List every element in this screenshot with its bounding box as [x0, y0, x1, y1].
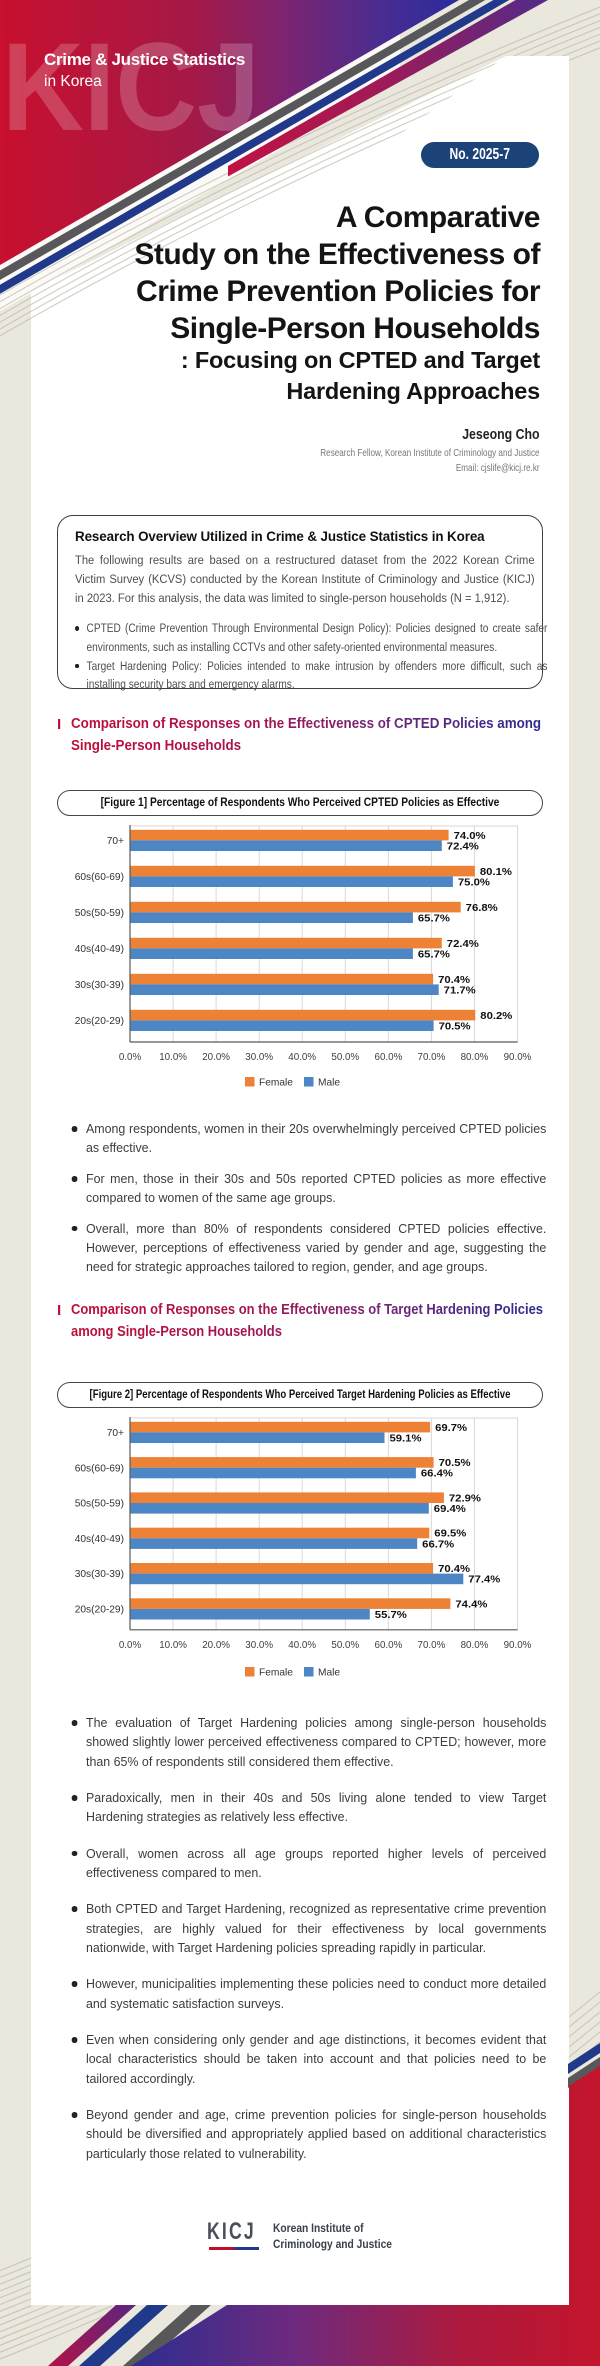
svg-text:74.0%: 74.0% — [454, 831, 486, 842]
svg-text:20.0%: 20.0% — [202, 1052, 230, 1063]
svg-text:80.0%: 80.0% — [461, 1640, 489, 1651]
svg-text:50.0%: 50.0% — [331, 1640, 359, 1651]
svg-text:72.4%: 72.4% — [447, 841, 479, 852]
svg-text:60.0%: 60.0% — [375, 1052, 403, 1063]
svg-text:90.0%: 90.0% — [504, 1640, 532, 1651]
svg-text:90.0%: 90.0% — [504, 1052, 532, 1063]
svg-text:10.0%: 10.0% — [159, 1640, 187, 1651]
svg-text:10.0%: 10.0% — [159, 1052, 187, 1063]
svg-text:Male: Male — [318, 1668, 340, 1679]
svg-text:71.7%: 71.7% — [444, 985, 476, 996]
svg-text:65.7%: 65.7% — [418, 949, 450, 960]
svg-text:30.0%: 30.0% — [245, 1052, 273, 1063]
svg-text:76.8%: 76.8% — [466, 903, 498, 914]
svg-text:70.0%: 70.0% — [418, 1052, 446, 1063]
svg-text:66.7%: 66.7% — [422, 1539, 454, 1550]
svg-text:72.9%: 72.9% — [449, 1493, 481, 1504]
svg-text:60.0%: 60.0% — [375, 1640, 403, 1651]
svg-text:55.7%: 55.7% — [375, 1610, 407, 1621]
svg-text:70.4%: 70.4% — [438, 975, 470, 986]
svg-text:66.4%: 66.4% — [421, 1469, 453, 1480]
svg-text:69.4%: 69.4% — [434, 1504, 466, 1515]
svg-text:0.0%: 0.0% — [119, 1052, 142, 1063]
svg-text:30s(30-39): 30s(30-39) — [75, 1569, 124, 1580]
svg-text:80.1%: 80.1% — [480, 867, 512, 878]
svg-text:69.7%: 69.7% — [435, 1423, 467, 1434]
svg-text:80.2%: 80.2% — [480, 1011, 512, 1022]
svg-text:KICJ: KICJ — [2, 18, 260, 157]
svg-text:30s(30-39): 30s(30-39) — [75, 980, 124, 991]
svg-text:80.0%: 80.0% — [461, 1052, 489, 1063]
svg-text:50.0%: 50.0% — [331, 1052, 359, 1063]
svg-text:40s(40-49): 40s(40-49) — [75, 944, 124, 955]
svg-text:40.0%: 40.0% — [288, 1052, 316, 1063]
svg-text:30.0%: 30.0% — [245, 1640, 273, 1651]
svg-text:Male: Male — [318, 1078, 340, 1089]
svg-text:70.5%: 70.5% — [439, 1458, 471, 1469]
svg-text:74.4%: 74.4% — [455, 1599, 487, 1610]
svg-text:60s(60-69): 60s(60-69) — [75, 1463, 124, 1474]
svg-text:72.4%: 72.4% — [447, 939, 479, 950]
svg-text:50s(50-59): 50s(50-59) — [75, 1499, 124, 1510]
svg-text:40s(40-49): 40s(40-49) — [75, 1534, 124, 1545]
svg-text:75.0%: 75.0% — [458, 877, 490, 888]
svg-text:70.4%: 70.4% — [438, 1564, 470, 1575]
svg-text:50s(50-59): 50s(50-59) — [75, 908, 124, 919]
svg-text:20s(20-29): 20s(20-29) — [75, 1016, 124, 1027]
svg-text:70.0%: 70.0% — [418, 1640, 446, 1651]
svg-text:60s(60-69): 60s(60-69) — [75, 872, 124, 883]
svg-text:0.0%: 0.0% — [119, 1640, 142, 1651]
svg-text:70+: 70+ — [107, 1428, 124, 1439]
svg-text:65.7%: 65.7% — [418, 913, 450, 924]
svg-text:20.0%: 20.0% — [202, 1640, 230, 1651]
svg-text:40.0%: 40.0% — [288, 1640, 316, 1651]
svg-text:Female: Female — [259, 1668, 293, 1679]
svg-text:70.5%: 70.5% — [439, 1021, 471, 1032]
svg-text:Female: Female — [259, 1078, 293, 1089]
svg-text:59.1%: 59.1% — [390, 1433, 422, 1444]
svg-text:69.5%: 69.5% — [434, 1529, 466, 1540]
svg-text:77.4%: 77.4% — [468, 1575, 500, 1586]
svg-text:20s(20-29): 20s(20-29) — [75, 1605, 124, 1616]
svg-text:70+: 70+ — [107, 836, 124, 847]
